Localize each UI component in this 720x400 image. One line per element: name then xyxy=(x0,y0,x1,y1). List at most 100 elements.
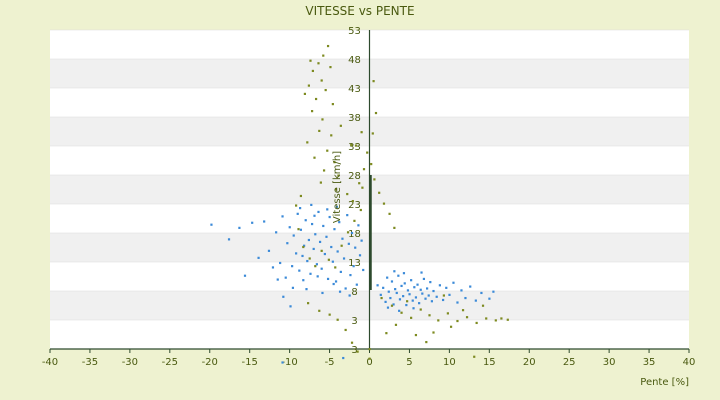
data-point xyxy=(282,295,285,298)
data-point xyxy=(314,97,318,101)
data-point xyxy=(308,257,311,260)
data-point xyxy=(334,188,338,191)
data-point xyxy=(355,283,358,286)
data-point xyxy=(366,151,369,154)
y-tick-label: 18 xyxy=(348,229,361,240)
data-point xyxy=(297,228,300,231)
data-point xyxy=(326,44,330,48)
data-point xyxy=(357,224,360,227)
x-tick-label: -40 xyxy=(42,357,58,368)
data-point xyxy=(445,286,448,289)
x-tick-label: -5 xyxy=(325,357,335,368)
data-point xyxy=(257,256,260,259)
data-point xyxy=(305,288,308,291)
data-point xyxy=(350,341,354,344)
y-tick-label: 3 xyxy=(351,345,357,356)
data-point xyxy=(346,231,350,234)
data-point xyxy=(360,131,363,134)
data-point xyxy=(321,291,324,295)
data-point xyxy=(295,252,298,255)
y-tick-label: 33 xyxy=(348,142,361,153)
data-point xyxy=(281,215,284,218)
data-point xyxy=(338,290,342,293)
data-point xyxy=(227,238,231,241)
data-point xyxy=(456,319,459,323)
data-point xyxy=(310,110,314,113)
data-point xyxy=(351,199,354,203)
x-tick-label: -20 xyxy=(202,357,218,368)
data-point xyxy=(288,226,291,229)
data-point xyxy=(480,291,483,295)
data-point xyxy=(382,286,385,289)
x-tick-label: -15 xyxy=(242,357,258,368)
data-point xyxy=(481,304,485,307)
data-point xyxy=(372,80,375,83)
data-point xyxy=(410,316,413,319)
data-point xyxy=(418,302,421,305)
data-point xyxy=(432,331,435,334)
data-point xyxy=(320,249,323,252)
data-point xyxy=(238,226,241,229)
data-points xyxy=(210,44,509,364)
data-point xyxy=(335,205,338,208)
data-point xyxy=(291,265,294,268)
x-axis-label: Pente [%] xyxy=(640,377,689,388)
data-point xyxy=(413,286,416,289)
data-point xyxy=(386,306,390,309)
data-point xyxy=(307,84,310,87)
data-point xyxy=(488,297,491,300)
data-point xyxy=(349,273,352,277)
data-point xyxy=(427,294,430,297)
chart-title: VITESSE vs PENTE xyxy=(305,4,414,18)
data-point xyxy=(326,277,330,281)
data-point xyxy=(289,305,292,308)
data-point xyxy=(318,129,321,133)
data-point xyxy=(303,244,306,247)
data-point xyxy=(326,149,329,152)
data-point xyxy=(419,288,422,291)
x-tick-label: 15 xyxy=(483,357,496,368)
data-point xyxy=(309,59,312,62)
data-point xyxy=(382,202,386,205)
data-point xyxy=(302,279,305,282)
data-point xyxy=(301,254,304,258)
x-tick-label: 10 xyxy=(443,357,456,368)
x-tick-label: 35 xyxy=(643,357,656,368)
data-point xyxy=(271,266,275,269)
y-tick-label: 48 xyxy=(348,55,361,66)
data-point xyxy=(398,298,402,301)
data-point xyxy=(370,162,373,166)
data-point xyxy=(419,308,422,311)
data-point xyxy=(348,294,351,297)
data-point xyxy=(412,307,415,310)
data-point xyxy=(446,312,449,315)
data-point xyxy=(319,181,322,184)
data-point xyxy=(426,287,429,290)
data-point xyxy=(402,272,406,275)
data-point xyxy=(390,280,394,283)
data-point xyxy=(425,340,428,344)
data-point xyxy=(350,231,354,235)
data-point xyxy=(318,309,321,312)
x-tick-label: 40 xyxy=(683,357,696,368)
data-point xyxy=(314,265,317,268)
data-point xyxy=(390,304,394,307)
data-point xyxy=(387,290,390,293)
data-point xyxy=(411,299,414,302)
data-point xyxy=(402,295,405,298)
data-point xyxy=(435,295,438,298)
x-tick-label: -25 xyxy=(162,357,178,368)
data-point xyxy=(441,298,445,302)
data-point xyxy=(310,222,314,226)
data-point xyxy=(310,203,313,207)
data-point xyxy=(430,300,434,303)
data-point xyxy=(394,323,398,326)
data-point xyxy=(438,284,441,287)
x-tick-label: -35 xyxy=(82,357,98,368)
data-point xyxy=(420,271,423,274)
data-point xyxy=(414,333,418,337)
data-point xyxy=(329,66,332,69)
data-point xyxy=(437,319,440,322)
